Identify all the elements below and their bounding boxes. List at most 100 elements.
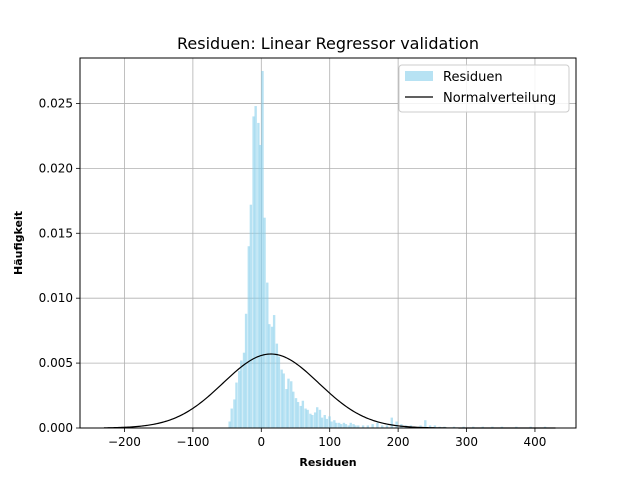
legend-swatch-residuen	[405, 71, 433, 81]
histogram-bar	[259, 144, 262, 428]
histogram-bar	[337, 422, 341, 428]
histogram-bar	[272, 315, 276, 428]
histogram-bar	[280, 369, 283, 428]
histogram-bar	[500, 426, 504, 428]
histogram-bar	[491, 426, 494, 428]
histogram-bar	[357, 425, 360, 428]
histogram-bar	[299, 405, 303, 428]
histogram-bar	[254, 106, 257, 428]
legend: Residuen Normalverteilung	[398, 64, 570, 113]
legend-box	[398, 64, 570, 113]
histogram-bar	[316, 407, 319, 428]
histogram-bar	[342, 422, 346, 428]
histogram-bar	[419, 425, 422, 428]
histogram-bar	[323, 415, 326, 428]
histogram-bar	[244, 313, 248, 428]
x-tick-label: −200	[108, 435, 141, 449]
y-tick-label: 0.025	[39, 96, 73, 110]
histogram-bar	[330, 421, 333, 428]
histogram-bar	[433, 425, 437, 428]
histogram-bar	[481, 426, 484, 428]
histogram-bars	[228, 70, 547, 428]
histogram-bar	[247, 246, 251, 428]
x-axis-label: Residuen	[299, 456, 356, 469]
histogram-bar	[335, 422, 338, 428]
y-tick-label: 0.005	[39, 356, 73, 370]
y-tick-label: 0.000	[39, 421, 73, 435]
histogram-bar	[304, 408, 307, 428]
histogram-bar	[381, 425, 384, 428]
chart-title: Residuen: Linear Regressor validation	[177, 34, 479, 53]
histogram-bar	[240, 360, 243, 428]
histogram-bar	[257, 122, 260, 428]
axis-ticks: −200 −100 0 100 200 300 400 0.000 0.005 0.010 0.01…	[39, 96, 547, 449]
x-tick-label: 100	[318, 435, 341, 449]
histogram-bar	[228, 421, 231, 428]
histogram-bar	[311, 415, 314, 428]
histogram-bar	[263, 217, 266, 428]
y-axis-label: Häufigkeit	[12, 211, 25, 275]
histogram-bar	[395, 421, 398, 428]
histogram-bar	[339, 424, 343, 428]
histogram-bar	[333, 420, 336, 428]
histogram-bar	[376, 422, 379, 428]
histogram-bar	[543, 426, 547, 428]
histogram-bar	[235, 382, 238, 428]
histogram-bar	[529, 426, 532, 428]
x-tick-label: −100	[176, 435, 209, 449]
histogram-bar	[472, 426, 475, 428]
y-tick-label: 0.015	[39, 226, 73, 240]
histogram-bar	[261, 70, 264, 428]
histogram-bar	[318, 409, 322, 428]
histogram-bar	[292, 391, 295, 428]
histogram-bar	[328, 416, 331, 428]
histogram-bar	[233, 399, 236, 428]
histogram-bar	[325, 418, 328, 428]
histogram-bar	[390, 417, 393, 428]
histogram-bar	[344, 424, 348, 428]
histogram-bar	[238, 370, 241, 428]
histogram-bar	[287, 378, 290, 428]
histogram-bar	[354, 425, 357, 428]
histogram-bar	[352, 424, 355, 428]
histogram-bar	[366, 425, 370, 428]
histogram-bar	[309, 413, 312, 428]
x-tick-label: 0	[257, 435, 265, 449]
histogram-bar	[462, 426, 465, 428]
histogram-bar	[371, 424, 374, 428]
x-tick-label: 300	[455, 435, 478, 449]
histogram-bar	[270, 326, 274, 428]
histogram-bar	[515, 426, 518, 428]
histogram-bar	[320, 417, 324, 428]
histogram-bar	[230, 408, 233, 428]
histogram-bar	[424, 420, 427, 428]
histogram-bar	[347, 425, 350, 428]
legend-label-residuen: Residuen	[443, 70, 503, 85]
histogram-bar	[301, 400, 305, 428]
histogram-bar	[285, 389, 288, 428]
histogram-bar	[277, 356, 281, 428]
histogram-bar	[242, 352, 246, 428]
histogram-bar	[268, 324, 271, 428]
histogram-bar	[249, 204, 253, 428]
histogram-bar	[349, 422, 352, 428]
histogram-bar	[428, 425, 432, 428]
histogram-bar	[275, 343, 279, 428]
x-tick-label: 400	[523, 435, 546, 449]
histogram-bar	[290, 381, 293, 428]
histogram-bar	[313, 412, 317, 428]
histogram-bar	[282, 373, 285, 428]
y-tick-label: 0.020	[39, 161, 73, 175]
histogram-bar	[361, 425, 365, 428]
histogram-bar	[294, 398, 298, 428]
histogram-bar	[296, 402, 300, 428]
histogram-bar	[306, 409, 309, 428]
histogram-bar	[266, 282, 269, 428]
y-tick-label: 0.010	[39, 291, 73, 305]
plot-frame	[79, 57, 577, 429]
histogram-bar	[252, 116, 255, 428]
legend-label-normalverteilung: Normalverteilung	[443, 91, 556, 106]
x-tick-label: 200	[387, 435, 410, 449]
histogram-bar	[385, 425, 389, 428]
